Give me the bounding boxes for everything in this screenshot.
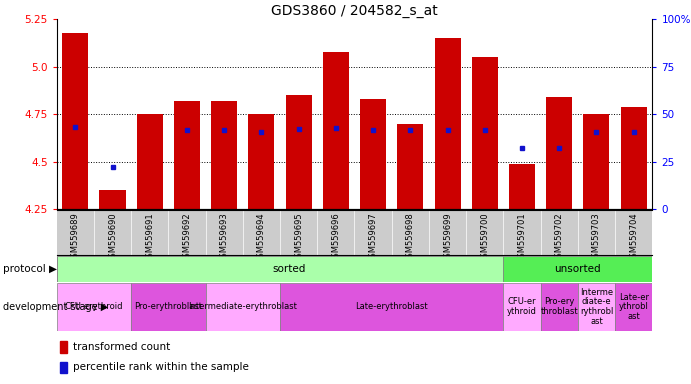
Bar xyxy=(509,164,535,209)
Text: GSM559703: GSM559703 xyxy=(592,212,601,263)
Bar xyxy=(174,101,200,209)
Text: Pro-erythroblast: Pro-erythroblast xyxy=(134,302,202,311)
Bar xyxy=(137,114,163,209)
Title: GDS3860 / 204582_s_at: GDS3860 / 204582_s_at xyxy=(271,4,438,18)
Bar xyxy=(540,283,578,331)
Bar xyxy=(615,283,652,331)
Text: GSM559695: GSM559695 xyxy=(294,212,303,263)
Text: GSM559694: GSM559694 xyxy=(257,212,266,263)
Text: transformed count: transformed count xyxy=(73,342,170,352)
Text: GSM559697: GSM559697 xyxy=(368,212,377,263)
Text: Intermediate-erythroblast: Intermediate-erythroblast xyxy=(189,302,297,311)
Text: percentile rank within the sample: percentile rank within the sample xyxy=(73,362,249,372)
Text: Interme
diate-e
rythrobl
ast: Interme diate-e rythrobl ast xyxy=(580,288,613,326)
Bar xyxy=(323,51,349,209)
Bar xyxy=(503,283,540,331)
Text: GSM559693: GSM559693 xyxy=(220,212,229,263)
Text: protocol ▶: protocol ▶ xyxy=(3,264,57,274)
Text: CFU-er
ythroid: CFU-er ythroid xyxy=(507,298,537,316)
Bar xyxy=(472,57,498,209)
Text: GSM559704: GSM559704 xyxy=(630,212,638,263)
Text: GSM559696: GSM559696 xyxy=(332,212,341,263)
Bar xyxy=(285,95,312,209)
Bar xyxy=(206,283,280,331)
Bar xyxy=(621,107,647,209)
Text: Late-er
ythrobl
ast: Late-er ythrobl ast xyxy=(618,293,649,321)
Text: GSM559699: GSM559699 xyxy=(443,212,452,263)
Text: GSM559698: GSM559698 xyxy=(406,212,415,263)
Text: GSM559689: GSM559689 xyxy=(70,212,79,263)
Text: development stage ▶: development stage ▶ xyxy=(3,302,108,312)
Bar xyxy=(248,114,274,209)
Bar xyxy=(57,256,503,282)
Bar xyxy=(360,99,386,209)
Bar xyxy=(100,190,126,209)
Bar xyxy=(435,38,461,209)
Bar xyxy=(59,362,67,373)
Text: GSM559702: GSM559702 xyxy=(555,212,564,263)
Bar xyxy=(280,283,503,331)
Text: CFU-erythroid: CFU-erythroid xyxy=(65,302,123,311)
Text: GSM559701: GSM559701 xyxy=(518,212,527,263)
Bar xyxy=(59,341,67,353)
Text: Pro-ery
throblast: Pro-ery throblast xyxy=(540,298,578,316)
Text: unsorted: unsorted xyxy=(555,264,601,274)
Text: GSM559690: GSM559690 xyxy=(108,212,117,263)
Bar xyxy=(397,124,424,209)
Bar xyxy=(503,256,652,282)
Bar xyxy=(57,283,131,331)
Bar xyxy=(211,101,237,209)
Bar xyxy=(131,283,206,331)
Bar xyxy=(546,97,572,209)
Text: GSM559700: GSM559700 xyxy=(480,212,489,263)
Text: Late-erythroblast: Late-erythroblast xyxy=(355,302,428,311)
Bar xyxy=(583,114,609,209)
Bar xyxy=(62,33,88,209)
Text: GSM559692: GSM559692 xyxy=(182,212,191,263)
Bar xyxy=(578,283,615,331)
Text: GSM559691: GSM559691 xyxy=(145,212,154,263)
Text: sorted: sorted xyxy=(273,264,306,274)
